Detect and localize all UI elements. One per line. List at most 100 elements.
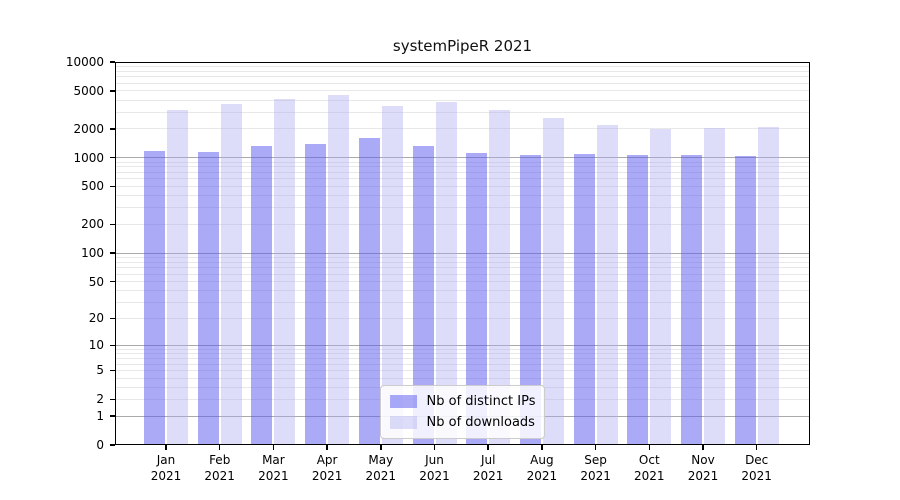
y-tick-label-5000: 5000	[73, 83, 104, 98]
x-tick-apr-2021	[326, 445, 328, 450]
minor-gridline-40	[115, 290, 810, 292]
x-tick-label-nov-2021: Nov 2021	[673, 452, 733, 484]
x-tick-label-jul-2021: Jul 2021	[458, 452, 518, 484]
x-tick-label-mar-2021: Mar 2021	[243, 452, 303, 484]
x-tick-feb-2021	[218, 445, 221, 450]
bar-nb-of-distinct-ips-nov-2021	[681, 154, 702, 445]
x-tick-oct-2021	[648, 445, 651, 450]
minor-gridline-300	[115, 207, 810, 209]
bar-nb-of-distinct-ips-aug-2021	[519, 154, 541, 445]
minor-gridline-7	[115, 358, 810, 360]
legend-item-nb-of-distinct-ips: Nb of distinct IPs	[389, 391, 536, 412]
minor-gridline-9000	[115, 65, 810, 67]
bar-nb-of-downloads-jan-2021	[167, 110, 188, 445]
chart-title: systemPipeR 2021	[392, 37, 533, 55]
bar-nb-of-distinct-ips-jul-2021	[466, 153, 488, 445]
x-tick-may-2021	[380, 445, 382, 450]
bar-nb-of-downloads-feb-2021	[220, 104, 242, 445]
legend-item-nb-of-downloads: Nb of downloads	[389, 412, 536, 433]
bars-layer	[115, 62, 810, 445]
minor-gridline-6	[115, 363, 810, 365]
x-tick-aug-2021	[541, 445, 543, 450]
x-tick-year: 2021	[258, 469, 289, 483]
bar-nb-of-downloads-oct-2021	[650, 128, 672, 445]
plot-area: Nb of distinct IPs Nb of downloads	[115, 61, 810, 445]
x-tick-month: Aug	[530, 453, 554, 467]
x-tick-label-apr-2021: Apr 2021	[297, 452, 357, 484]
x-tick-year: 2021	[580, 469, 611, 483]
x-tick-year: 2021	[150, 469, 182, 483]
y-tick-label-100: 100	[81, 246, 104, 261]
minor-gridline-500	[115, 185, 810, 187]
bar-nb-of-distinct-ips-may-2021	[358, 137, 380, 445]
bar-nb-of-downloads-aug-2021	[542, 118, 564, 445]
bar-nb-of-downloads-sep-2021	[596, 124, 618, 445]
y-tick-label-5: 5	[96, 363, 104, 378]
x-tick-year: 2021	[634, 469, 665, 483]
minor-gridline-8000	[115, 70, 810, 72]
bar-nb-of-downloads-may-2021	[381, 105, 403, 445]
bar-nb-of-distinct-ips-jun-2021	[412, 146, 434, 445]
minor-gridline-200	[115, 223, 810, 225]
minor-gridline-4	[115, 377, 810, 379]
x-tick-month: Nov	[691, 453, 715, 467]
minor-gridline-900	[115, 161, 810, 163]
bar-nb-of-downloads-apr-2021	[328, 94, 350, 445]
x-tick-label-aug-2021: Aug 2021	[512, 452, 572, 484]
x-tick-month: Sep	[584, 453, 607, 467]
bar-nb-of-downloads-jul-2021	[489, 110, 511, 445]
x-tick-dec-2021	[755, 445, 758, 450]
x-tick-label-may-2021: May 2021	[351, 452, 411, 484]
x-tick-month: Feb	[209, 453, 231, 467]
x-tick-jan-2021	[165, 445, 167, 450]
y-tick-label-0: 0	[96, 438, 104, 452]
minor-gridline-3000	[115, 111, 810, 113]
x-tick-mar-2021	[272, 445, 275, 450]
x-tick-label-jan-2021: Jan 2021	[136, 452, 196, 484]
major-gridline-10	[115, 344, 810, 346]
gridlines-layer	[115, 61, 810, 445]
x-tick-month: Jan	[156, 453, 176, 467]
y-tick-label-1000: 1000	[73, 150, 104, 165]
minor-gridline-5	[115, 369, 810, 371]
x-tick-month: Apr	[316, 453, 338, 467]
minor-gridline-800	[115, 166, 810, 168]
bar-nb-of-downloads-dec-2021	[757, 126, 779, 445]
minor-gridline-90	[115, 256, 810, 258]
x-tick-year: 2021	[526, 469, 558, 483]
bar-nb-of-distinct-ips-jan-2021	[144, 150, 165, 445]
minor-gridline-400	[115, 195, 810, 197]
major-gridline-100	[115, 252, 810, 254]
bar-nb-of-distinct-ips-oct-2021	[627, 154, 649, 445]
x-tick-month: May	[368, 453, 394, 467]
x-tick-jul-2021	[487, 445, 489, 450]
minor-gridline-600	[115, 178, 810, 180]
minor-gridline-7000	[115, 76, 810, 78]
y-tick-label-2: 2	[96, 392, 104, 407]
x-tick-month: Mar	[262, 453, 285, 467]
x-tick-month: Oct	[638, 453, 660, 467]
y-tick-label-50: 50	[88, 274, 104, 289]
y-tick-label-10000: 10000	[65, 54, 104, 69]
minor-gridline-70	[115, 267, 810, 269]
minor-gridline-5000	[115, 90, 810, 92]
bar-nb-of-distinct-ips-sep-2021	[573, 154, 595, 445]
x-tick-label-dec-2021: Dec 2021	[727, 452, 787, 484]
minor-gridline-2000	[115, 128, 810, 130]
x-tick-sep-2021	[594, 445, 597, 450]
y-tick-label-10: 10	[88, 338, 104, 353]
legend: Nb of distinct IPs Nb of downloads	[379, 385, 546, 439]
minor-gridline-9	[115, 348, 810, 350]
x-tick-nov-2021	[702, 445, 704, 450]
bar-nb-of-distinct-ips-dec-2021	[734, 156, 756, 445]
x-tick-label-oct-2021: Oct 2021	[619, 452, 679, 484]
x-tick-label-sep-2021: Sep 2021	[566, 452, 626, 484]
minor-gridline-8	[115, 353, 810, 355]
x-tick-jun-2021	[433, 445, 436, 450]
legend-label: Nb of distinct IPs	[426, 394, 536, 409]
x-tick-year: 2021	[311, 469, 343, 483]
x-tick-year: 2021	[419, 469, 450, 483]
bar-nb-of-downloads-mar-2021	[274, 98, 296, 445]
bar-nb-of-distinct-ips-feb-2021	[197, 151, 219, 445]
